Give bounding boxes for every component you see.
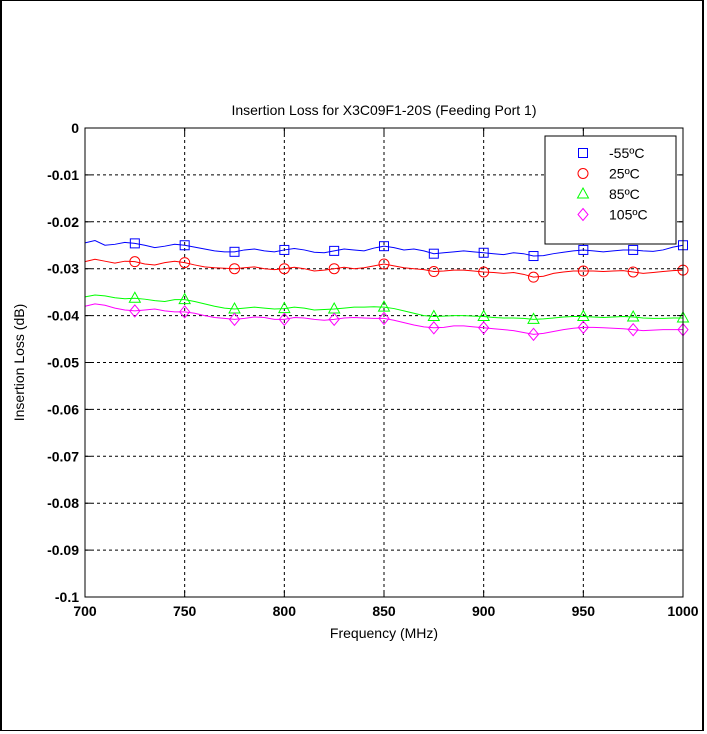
triangle-marker (576, 186, 590, 199)
triangle-marker (626, 309, 640, 322)
x-tick-label: 700 (73, 603, 97, 619)
y-axis-ticks: 0 -0.01 -0.02 -0.03 -0.04 -0.05 -0.06 -0.07 -0.0… (47, 120, 683, 605)
diamond-marker (627, 322, 639, 337)
y-tick-label: -0.05 (47, 355, 79, 371)
triangle-marker (477, 309, 491, 322)
series-line (84, 240, 684, 257)
circle-marker (378, 258, 390, 270)
diamond-marker (478, 321, 490, 335)
triangle-marker (576, 309, 590, 322)
series-markers (128, 238, 690, 342)
x-axis-label: Frequency (MHz) (330, 625, 438, 641)
circle-marker (577, 265, 589, 277)
circle-marker (577, 168, 589, 179)
legend-box (544, 135, 677, 245)
circle-marker (528, 271, 539, 283)
circle-marker (328, 263, 340, 275)
square-marker (279, 244, 290, 255)
y-tick-label: -0.07 (47, 448, 79, 464)
circle-marker (478, 266, 490, 278)
square-marker (628, 244, 639, 255)
triangle-marker (427, 309, 441, 322)
x-tick-label: 800 (273, 603, 297, 619)
square-marker (329, 245, 340, 256)
diamond-marker (428, 321, 440, 335)
square-marker (578, 244, 589, 255)
y-tick-label: -0.06 (47, 401, 79, 417)
circle-marker (229, 263, 240, 275)
x-tick-label: 750 (173, 603, 197, 619)
y-tick-label: -0.08 (47, 495, 79, 511)
diamond-marker (577, 207, 589, 222)
diamond-marker (179, 305, 191, 319)
circle-marker (428, 266, 440, 278)
legend-entry-label: -55ºC (609, 145, 644, 161)
y-tick-label: 0 (71, 120, 79, 136)
diamond-marker (228, 312, 241, 327)
legend-entry-label: 105ºC (609, 207, 648, 223)
series-line (84, 303, 683, 335)
x-tick-label: 900 (472, 603, 496, 619)
square-marker (179, 240, 190, 251)
square-marker (428, 248, 439, 259)
y-tick-label: -0.09 (47, 542, 79, 558)
y-tick-label: -0.02 (47, 214, 79, 230)
legend-entry-label: 85ºC (609, 186, 640, 202)
y-tick-label: -0.04 (47, 308, 79, 324)
diamond-marker (378, 311, 390, 326)
square-marker (528, 251, 539, 262)
triangle-marker (377, 300, 391, 312)
y-axis-label: Insertion Loss (dB) (11, 304, 27, 422)
series-line (84, 258, 684, 278)
circle-marker (627, 266, 639, 278)
triangle-marker (527, 312, 540, 324)
series-line (84, 294, 683, 320)
diamond-marker (577, 320, 589, 335)
series-lines (84, 240, 684, 335)
y-tick-label: -0.1 (55, 589, 79, 605)
circle-marker (278, 263, 290, 275)
triangle-marker (178, 292, 192, 305)
y-tick-label: -0.01 (47, 167, 79, 183)
square-marker (379, 241, 389, 252)
triangle-marker (277, 301, 291, 314)
square-marker (129, 238, 140, 249)
square-marker (478, 247, 489, 258)
x-axis-ticks: 700 750 800 850 900 950 1000 (73, 128, 699, 619)
diamond-marker (129, 304, 141, 318)
diamond-marker (278, 312, 290, 327)
square-marker (229, 246, 240, 257)
legend: -55ºC 25ºC 85ºC 105ºC (544, 135, 677, 245)
chart-title: Insertion Loss for X3C09F1-20S (Feeding … (231, 102, 536, 118)
diamond-marker (328, 312, 340, 327)
x-tick-label: 1000 (667, 603, 698, 619)
y-tick-label: -0.03 (47, 261, 79, 277)
x-tick-label: 850 (372, 603, 396, 619)
triangle-marker (128, 291, 142, 303)
square-marker (578, 148, 588, 158)
diamond-marker (527, 327, 540, 342)
circle-marker (179, 257, 191, 269)
circle-marker (129, 256, 141, 268)
x-tick-label: 950 (572, 603, 596, 619)
legend-entry-label: 25ºC (609, 166, 640, 182)
